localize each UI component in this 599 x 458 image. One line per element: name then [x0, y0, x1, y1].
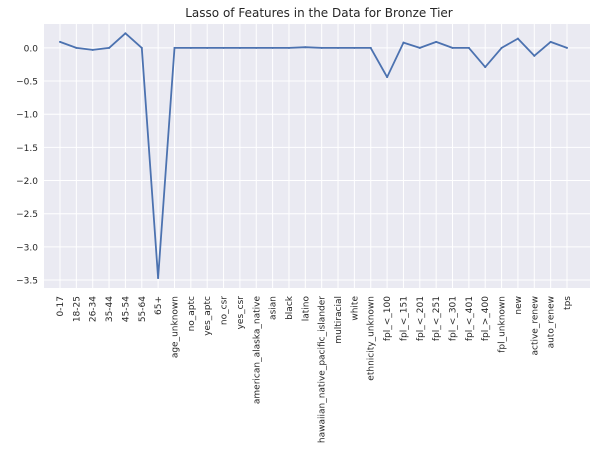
data-point: [222, 46, 225, 49]
series-line: [59, 32, 568, 280]
y-tick-label: 0.0: [24, 44, 39, 54]
chart-title: Lasso of Features in the Data for Bronze…: [185, 6, 453, 20]
data-point: [157, 277, 160, 280]
data-point: [467, 46, 470, 49]
x-tick-label: 55-64: [138, 296, 148, 322]
data-point: [549, 40, 552, 43]
x-tick-label: asian: [269, 296, 279, 320]
series-layer: [59, 32, 568, 280]
x-tick-label: american_alaska_native: [252, 296, 262, 405]
data-point: [75, 46, 78, 49]
data-point: [320, 46, 323, 49]
x-tick-label: latino: [301, 296, 311, 322]
data-point: [484, 66, 487, 69]
data-point: [435, 40, 438, 43]
x-tick-label: auto_renew: [547, 296, 557, 348]
x-tick-label: no_csr: [220, 296, 230, 325]
data-point: [255, 46, 258, 49]
data-point: [140, 46, 143, 49]
data-point: [451, 46, 454, 49]
data-point: [59, 40, 61, 43]
y-tick-label: −0.5: [16, 78, 38, 88]
x-tick-label: fpl_>_400: [481, 296, 491, 341]
data-point: [173, 46, 176, 49]
data-point: [271, 46, 274, 49]
x-tick-label: fpl_<_401: [465, 296, 475, 341]
data-point: [369, 46, 372, 49]
data-point: [516, 37, 519, 40]
x-tick-label: white: [350, 296, 360, 321]
x-tick-label: fpl_<_100: [383, 296, 393, 341]
data-point: [287, 46, 290, 49]
y-tick-label: −3.0: [16, 243, 38, 253]
x-tick-label: hawaiian_native_pacific_islander: [318, 296, 328, 443]
data-point: [353, 46, 356, 49]
x-tick-label: 65+: [154, 296, 164, 315]
data-point: [124, 32, 127, 35]
x-tick-label: tps: [563, 296, 573, 310]
x-tick-label: age_unknown: [170, 296, 180, 358]
grid-lines: [44, 24, 590, 288]
x-tick-label: fpl_<_201: [416, 296, 426, 341]
data-point: [500, 46, 503, 49]
data-point: [91, 48, 94, 51]
x-tick-label: yes_csr: [236, 296, 246, 330]
x-tick-label: 35-44: [105, 296, 115, 322]
data-point: [418, 46, 421, 49]
x-tick-label: fpl_<_301: [449, 296, 459, 341]
data-point: [533, 54, 536, 57]
data-point: [566, 46, 568, 49]
y-tick-label: −2.5: [16, 210, 38, 220]
x-tick-label: 26-34: [89, 296, 99, 322]
x-tick-label: fpl_<_151: [399, 296, 409, 341]
y-tick-label: −1.0: [16, 111, 38, 121]
y-tick-label: −3.5: [16, 277, 38, 287]
x-tick-label: fpl_<_251: [432, 296, 442, 341]
data-point: [402, 41, 405, 44]
x-tick-label: 18-25: [72, 296, 82, 322]
plot-area: [44, 24, 590, 288]
data-point: [238, 46, 241, 49]
y-tick-label: −1.5: [16, 144, 38, 154]
x-tick-label: black: [285, 295, 295, 320]
x-tick-label: ethnicity_unknown: [367, 296, 377, 381]
x-tick-label: active_renew: [530, 296, 540, 356]
data-point: [386, 76, 389, 79]
x-tick-label: yes_aptc: [203, 296, 213, 336]
y-tick-label: −2.0: [16, 177, 38, 187]
data-point: [337, 46, 340, 49]
x-tick-label: no_aptc: [187, 296, 197, 331]
x-axis-ticks: 0-17 18-25 26-34 35-44 45-54 55-64 65+ age_unkn…: [56, 295, 573, 443]
y-axis-ticks: 0.0 −0.5 −1.0 −1.5 −2.0 −2.5 −3.0 −3.5: [16, 44, 38, 286]
data-point: [189, 46, 192, 49]
x-tick-label: multiracial: [334, 296, 344, 344]
x-tick-label: fpl_unknown: [498, 296, 508, 353]
data-point: [108, 46, 111, 49]
data-point: [206, 46, 209, 49]
x-tick-label: 45-54: [121, 296, 131, 322]
x-tick-label: 0-17: [56, 296, 66, 316]
x-tick-label: new: [514, 296, 524, 315]
data-point: [304, 46, 307, 49]
